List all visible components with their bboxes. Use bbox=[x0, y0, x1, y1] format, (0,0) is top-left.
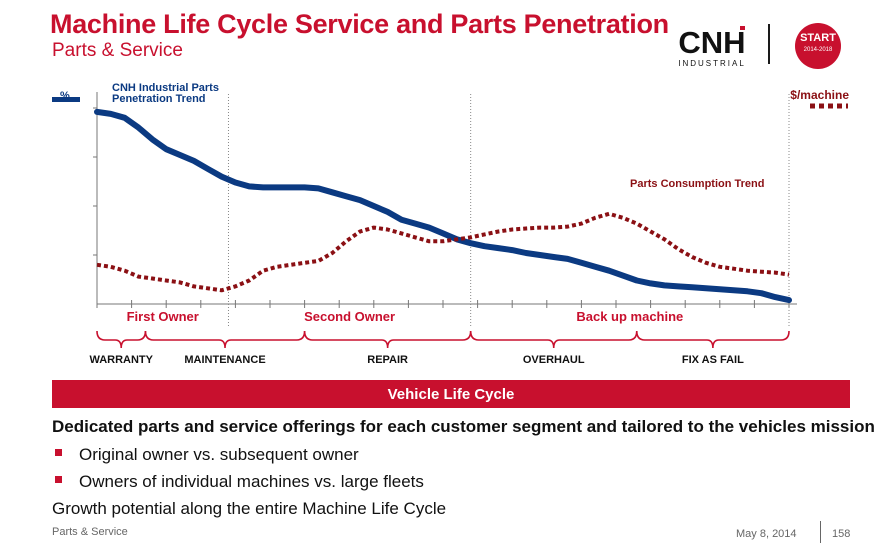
bullet-text: Owners of individual machines vs. large … bbox=[79, 472, 424, 491]
parts-penetration-line bbox=[94, 108, 792, 304]
bullet-square-icon bbox=[55, 449, 62, 456]
service-phase-brace bbox=[144, 330, 306, 349]
page-number: 158 bbox=[832, 528, 851, 540]
page-subtitle: Parts & Service bbox=[52, 40, 183, 61]
footer-section: Parts & Service bbox=[52, 526, 128, 538]
owner-phase-label: Second Owner bbox=[304, 309, 395, 324]
start-badge: START 2014-2018 bbox=[795, 23, 841, 69]
bullet-square-icon bbox=[55, 476, 62, 483]
service-phase-brace bbox=[635, 330, 790, 349]
badge-label: START bbox=[800, 32, 836, 44]
service-phase-label: OVERHAUL bbox=[523, 354, 585, 366]
penetration-label-line2: Penetration Trend bbox=[112, 93, 206, 105]
parts-consumption-line bbox=[96, 211, 790, 293]
cnh-industrial-logo: CNH INDUSTRIAL bbox=[678, 25, 746, 68]
bullet-text: Original owner vs. subsequent owner bbox=[79, 445, 359, 464]
headline-text: Dedicated parts and service offerings fo… bbox=[52, 417, 875, 436]
y-right-label: $/machine bbox=[790, 88, 849, 102]
y-left-label: % bbox=[60, 90, 70, 102]
service-phase-brace bbox=[96, 330, 147, 349]
logo-divider bbox=[768, 24, 770, 64]
logo-subtext: INDUSTRIAL bbox=[678, 59, 746, 68]
owner-phase-label: First Owner bbox=[127, 309, 199, 324]
chart-axes bbox=[93, 92, 797, 308]
growth-text: Growth potential along the entire Machin… bbox=[52, 499, 447, 518]
bullet-item: Owners of individual machines vs. large … bbox=[55, 472, 424, 492]
service-phase-brace bbox=[469, 330, 638, 349]
phase-boundaries bbox=[227, 94, 790, 328]
footer-date: May 8, 2014 bbox=[736, 528, 797, 540]
bullet-item: Original owner vs. subsequent owner bbox=[55, 445, 359, 465]
service-phase-brace bbox=[303, 330, 472, 349]
service-phase-label: REPAIR bbox=[367, 354, 408, 366]
penetration-label-line1: CNH Industrial Parts bbox=[112, 82, 219, 94]
page-title: Machine Life Cycle Service and Parts Pen… bbox=[50, 9, 669, 39]
consumption-label: Parts Consumption Trend bbox=[630, 178, 764, 190]
badge-years: 2014-2018 bbox=[803, 47, 833, 53]
logo-wordmark: CNH bbox=[678, 25, 745, 60]
vehicle-life-cycle-banner: Vehicle Life Cycle bbox=[52, 380, 850, 408]
life-cycle-chart: % $/machine CNH Industrial Parts Penetra… bbox=[52, 82, 849, 366]
phase-labels: First Owner Second Owner Back up machine WA… bbox=[89, 309, 790, 366]
service-phase-label: WARRANTY bbox=[89, 354, 153, 366]
logo-accent bbox=[740, 26, 745, 30]
left-legend-swatch bbox=[52, 97, 80, 102]
chart-series bbox=[94, 108, 792, 304]
footer-divider bbox=[820, 521, 821, 543]
service-phase-label: MAINTENANCE bbox=[184, 354, 265, 366]
service-phase-label: FIX AS FAIL bbox=[682, 354, 744, 366]
owner-phase-label: Back up machine bbox=[576, 309, 683, 324]
